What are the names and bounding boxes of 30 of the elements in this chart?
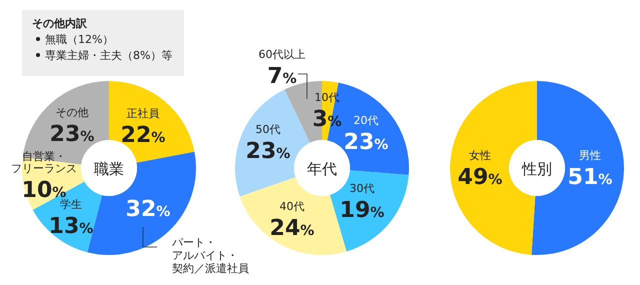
data-label: 32% (126, 197, 170, 222)
slice-label: 20代 (354, 114, 378, 127)
data-label: 23% (344, 130, 388, 155)
donut-slice (109, 81, 194, 163)
slice-label: 男性 (579, 149, 601, 162)
data-label: 13% (48, 214, 94, 239)
slice-label: 30代 (350, 182, 374, 195)
data-label: 22% (120, 123, 166, 148)
slice-label: 40代 (280, 200, 304, 213)
data-label: 24% (270, 216, 314, 241)
data-label: 23% (50, 122, 94, 147)
text: その他内訳 (32, 17, 88, 30)
slice-label: 自営業・フリーランス (11, 150, 77, 175)
slice-label: 60代以上 (258, 48, 306, 61)
data-label: 23% (246, 139, 290, 164)
data-label: 49% (458, 165, 502, 190)
slice-label: 正社員 (126, 107, 160, 120)
slice-label: パート・アルバイト・契約／派遣社員 (171, 236, 249, 275)
text: 年代 (307, 160, 337, 178)
text: 性別 (521, 160, 552, 178)
slice-label: 50代 (256, 123, 280, 136)
slice-label: 女性 (469, 149, 491, 162)
data-label: 51% (568, 165, 612, 190)
data-label: 19% (340, 198, 384, 223)
slice-label: その他 (56, 106, 88, 119)
donut-slice (450, 81, 537, 255)
text: 専業主婦・主夫（8%）等 (45, 49, 172, 62)
text: 無職（12%） (45, 33, 114, 46)
data-label: 7% (267, 64, 297, 89)
text: 職業 (94, 160, 124, 178)
